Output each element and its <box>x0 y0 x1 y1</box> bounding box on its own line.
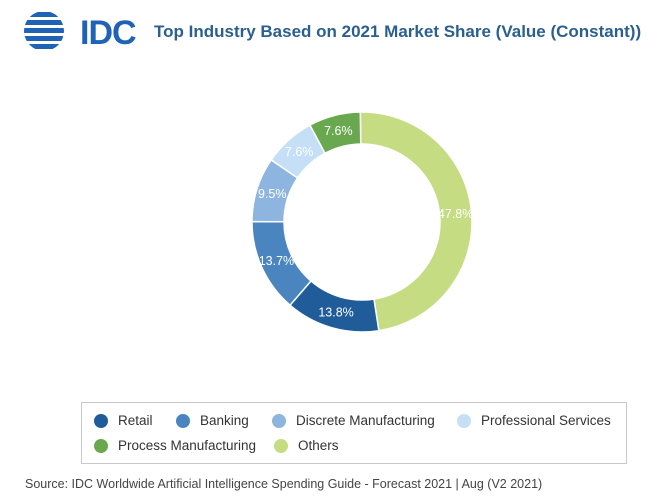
legend-label: Process Manufacturing <box>118 438 257 453</box>
data-label-retail: 13.8% <box>318 305 353 319</box>
donut-chart: 47.8% 13.8% 13.7% 9.5% 7.6% 7.6% <box>251 111 473 333</box>
data-label-others: 47.8% <box>438 207 473 221</box>
legend-item-professional-services: Professional Services <box>457 413 611 428</box>
chart-title: Top Industry Based on 2021 Market Share … <box>154 22 642 41</box>
legend-label: Others <box>298 438 339 453</box>
idc-globe-icon <box>24 12 64 49</box>
data-label-professional-services: 7.6% <box>285 145 314 159</box>
chart-legend: Retail Banking Discrete Manufacturing Profe… <box>81 402 627 464</box>
idc-logo-text: IDC <box>80 14 137 52</box>
data-label-discrete-manufacturing: 9.5% <box>258 187 287 201</box>
legend-item-discrete-manufacturing: Discrete Manufacturing <box>272 413 435 428</box>
data-label-banking: 13.7% <box>259 254 294 268</box>
legend-label: Retail <box>118 413 153 428</box>
legend-label: Professional Services <box>481 413 611 428</box>
legend-item-retail: Retail <box>94 413 153 428</box>
legend-swatch <box>176 413 190 428</box>
slice-process-manufacturing <box>308 111 362 155</box>
legend-item-process-manufacturing: Process Manufacturing <box>94 438 256 453</box>
slice-others <box>359 111 473 332</box>
legend-label: Discrete Manufacturing <box>296 413 435 428</box>
legend-item-banking: Banking <box>176 413 249 428</box>
idc-logo: IDC <box>20 10 145 52</box>
legend-swatch <box>272 413 286 428</box>
legend-swatch <box>457 413 471 428</box>
legend-swatch <box>94 413 108 428</box>
legend-label: Banking <box>200 413 249 428</box>
legend-swatch <box>94 438 108 453</box>
legend-item-others: Others <box>274 438 339 453</box>
data-label-process-manufacturing: 7.6% <box>324 124 353 138</box>
source-note: Source: IDC Worldwide Artificial Intelli… <box>25 477 543 491</box>
legend-swatch <box>274 438 288 453</box>
